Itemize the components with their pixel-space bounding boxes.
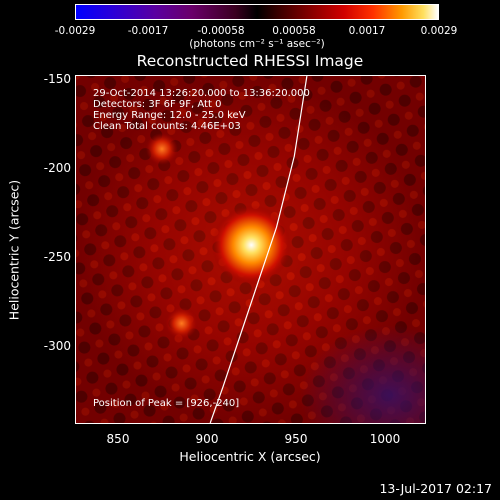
colorbar-tick: -0.00058 bbox=[197, 25, 245, 37]
solar-limb-line bbox=[209, 76, 308, 423]
colorbar bbox=[75, 4, 439, 20]
y-tick-label: -200 bbox=[43, 161, 71, 175]
colorbar-tick: -0.0017 bbox=[127, 25, 169, 37]
info-line-energy: Energy Range: 12.0 - 25.0 keV bbox=[93, 110, 246, 121]
info-line-detectors: Detectors: 3F 6F 9F, Att 0 bbox=[93, 99, 222, 110]
y-tick-label: -250 bbox=[43, 250, 71, 264]
colorbar-tick: -0.0029 bbox=[54, 25, 96, 37]
plot-title: Reconstructed RHESSI Image bbox=[136, 52, 364, 70]
negative-region bbox=[300, 325, 425, 423]
heatmap-svg bbox=[76, 76, 425, 423]
peak-position-label: Position of Peak = [926,-240] bbox=[93, 398, 240, 409]
info-line-time: 29-Oct-2014 13:26:20.000 to 13:36:20.000 bbox=[93, 88, 310, 99]
colorbar-unit-label: (photons cm⁻² s⁻¹ asec⁻²) bbox=[189, 38, 325, 50]
secondary-source bbox=[165, 307, 198, 340]
colorbar-tick: 0.0029 bbox=[420, 25, 458, 37]
timestamp: 13-Jul-2017 02:17 bbox=[379, 481, 492, 496]
image-plot bbox=[75, 75, 426, 424]
peak-source bbox=[211, 205, 292, 286]
secondary-source bbox=[145, 132, 178, 165]
x-tick-label: 950 bbox=[284, 432, 308, 446]
x-axis-label: Heliocentric X (arcsec) bbox=[179, 449, 321, 464]
x-tick-label: 900 bbox=[195, 432, 219, 446]
y-tick-label: -150 bbox=[43, 72, 71, 86]
y-tick-label: -300 bbox=[43, 339, 71, 353]
x-tick-label: 1000 bbox=[369, 432, 401, 446]
colorbar-tick: 0.0017 bbox=[348, 25, 386, 37]
colorbar-tick: 0.00058 bbox=[272, 25, 316, 37]
y-axis-label: Heliocentric Y (arcsec) bbox=[6, 179, 22, 321]
info-line-counts: Clean Total counts: 4.46E+03 bbox=[93, 121, 241, 132]
x-tick-label: 850 bbox=[106, 432, 130, 446]
